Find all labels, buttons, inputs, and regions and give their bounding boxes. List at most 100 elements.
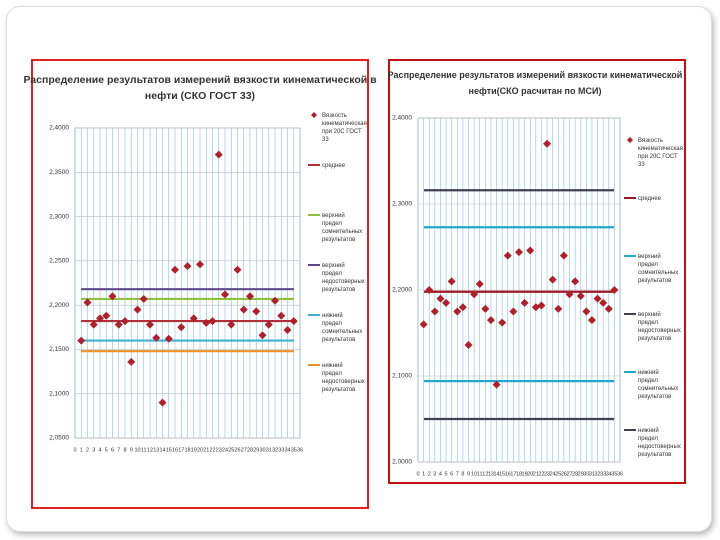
data-point <box>164 334 173 343</box>
data-point <box>548 275 557 284</box>
x-tick-label: 11 <box>141 447 147 453</box>
legend-label: нижний предел сомнительных результатов <box>638 369 678 400</box>
legend-line: 33 <box>322 137 329 143</box>
x-tick-label: 0 <box>416 471 419 477</box>
x-tick-label: 23 <box>544 471 550 477</box>
y-tick-label: 2,4000 <box>49 125 69 132</box>
legend-label: Вязкость кинематическая при 20С ГОСТ 33 <box>638 138 683 168</box>
legend-label: верхний предел сомнительных результатов <box>638 253 678 284</box>
data-point <box>610 286 619 294</box>
legend-line: сомнительных <box>638 386 678 392</box>
legend-line: предел <box>322 321 342 327</box>
legend-line: нижний <box>322 362 343 369</box>
legend-marker <box>627 137 633 143</box>
legend-line: предел <box>638 436 658 442</box>
legend-line: нижний <box>638 427 659 434</box>
legend-line: предел <box>322 271 342 277</box>
x-tick-label: 20 <box>527 471 533 477</box>
title-line: Распределение результатов измерений вязк… <box>388 70 683 80</box>
data-point <box>289 317 298 326</box>
data-point <box>183 262 192 271</box>
data-point <box>526 246 535 255</box>
x-tick-label: 2 <box>428 471 431 477</box>
y-tick-label: 2,3500 <box>49 169 69 176</box>
legend-line: предел <box>638 262 658 268</box>
legend-line: верхний <box>638 253 661 260</box>
x-tick-label: 12 <box>482 471 488 477</box>
x-tick-label: 17 <box>510 471 516 477</box>
x-tick-label: 32 <box>272 447 278 453</box>
legend-line: результатов <box>322 337 355 343</box>
data-point <box>264 320 273 329</box>
x-tick-label: 22 <box>538 471 544 477</box>
data-point <box>436 294 445 303</box>
y-tick-label: 2,4000 <box>392 115 412 122</box>
legend-label: нижний предел сомнительных результатов <box>322 312 362 343</box>
legend-line: нижний <box>322 312 343 319</box>
x-tick-label: 33 <box>278 447 284 453</box>
data-point <box>102 311 111 320</box>
legend-label: верхний предел недостоверных результатов <box>322 262 365 293</box>
x-tick-label: 34 <box>606 471 612 477</box>
data-point <box>442 298 451 307</box>
data-point <box>271 296 279 305</box>
data-point <box>221 290 229 299</box>
data-point <box>515 248 523 257</box>
legend-line: недостоверных <box>638 328 681 334</box>
x-tick-label: 7 <box>117 447 120 453</box>
data-point <box>481 304 490 313</box>
x-tick-label: 4 <box>439 471 442 477</box>
data-point <box>171 265 179 274</box>
x-tick-label: 31 <box>589 471 595 477</box>
legend-line: результатов <box>638 452 671 458</box>
x-tick-label: 25 <box>228 447 234 453</box>
x-tick-label: 16 <box>172 447 178 453</box>
data-point <box>258 331 267 340</box>
x-tick-label: 2 <box>86 447 89 453</box>
y-tick-label: 2,3000 <box>392 201 412 208</box>
x-tick-label: 21 <box>203 447 209 453</box>
x-tick-label: 15 <box>499 471 505 477</box>
legend-line: недостоверных <box>322 279 365 285</box>
x-tick-label: 26 <box>234 447 240 453</box>
legend-line: предел <box>638 320 658 326</box>
data-point <box>492 380 501 389</box>
x-tick-label: 7 <box>456 471 459 477</box>
legend-line: сомнительных <box>638 270 678 276</box>
data-point <box>430 307 439 316</box>
data-point <box>196 260 204 269</box>
y-tick-label: 2,1000 <box>49 390 69 397</box>
x-tick-label: 23 <box>216 447 222 453</box>
x-tick-label: 10 <box>471 471 477 477</box>
data-point <box>152 333 161 342</box>
x-tick-label: 10 <box>134 447 140 453</box>
legend-line: результатов <box>322 287 355 293</box>
legend-label: среднее <box>638 196 662 202</box>
legend-line: результатов <box>322 387 355 393</box>
x-tick-label: 36 <box>297 447 303 453</box>
x-tick-label: 4 <box>98 447 101 453</box>
x-tick-label: 18 <box>184 447 190 453</box>
x-tick-label: 34 <box>284 447 290 453</box>
y-tick-label: 2,0000 <box>392 459 412 466</box>
legend-label: нижний предел недостоверных результатов <box>638 427 681 458</box>
legend-line: результатов <box>638 394 671 400</box>
y-tick-label: 2,2500 <box>49 258 69 265</box>
data-point <box>458 303 467 312</box>
legend-label: среднее <box>322 163 346 169</box>
x-tick-label: 5 <box>445 471 448 477</box>
x-tick-label: 11 <box>477 471 483 477</box>
legend-line: предел <box>322 221 342 227</box>
data-point <box>554 304 563 313</box>
data-point <box>587 316 596 325</box>
x-tick-label: 31 <box>266 447 272 453</box>
x-tick-label: 12 <box>147 447 153 453</box>
legend-line: 33 <box>638 162 645 168</box>
x-tick-label: 3 <box>92 447 95 453</box>
data-point <box>214 150 223 159</box>
x-tick-label: 8 <box>461 471 464 477</box>
x-tick-label: 9 <box>467 471 470 477</box>
x-tick-label: 24 <box>550 471 556 477</box>
data-point <box>571 277 580 286</box>
y-tick-label: 2,1500 <box>49 346 69 353</box>
